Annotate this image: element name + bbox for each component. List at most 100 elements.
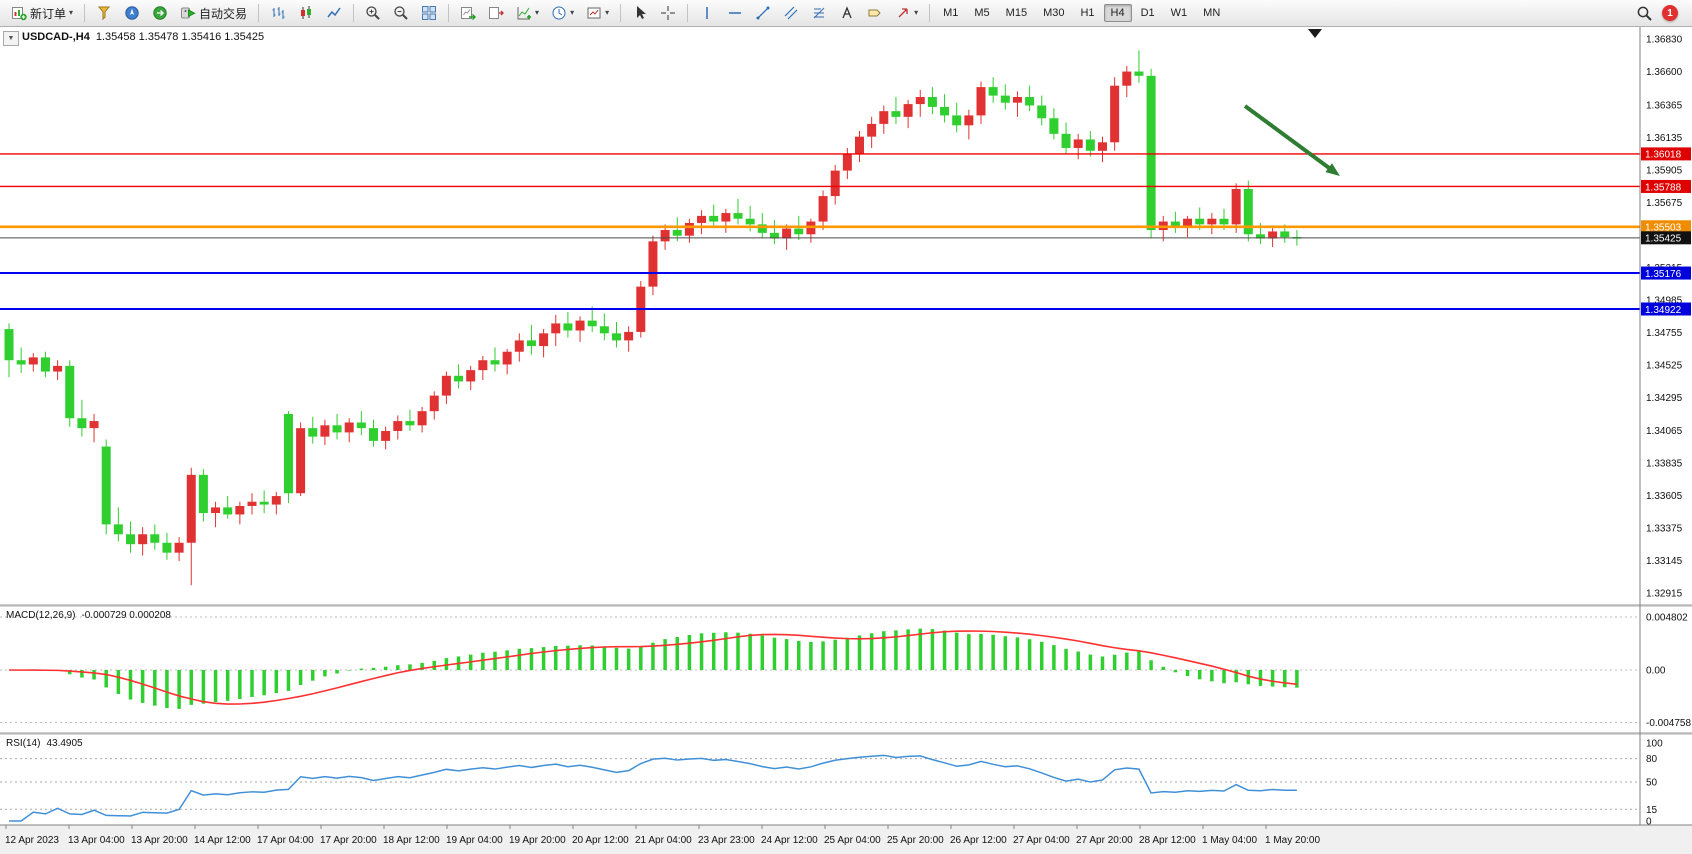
svg-text:1.33835: 1.33835 xyxy=(1646,458,1683,469)
indicators-button[interactable]: ▾ xyxy=(511,1,544,26)
panel-separator-rsi[interactable] xyxy=(0,733,1692,735)
svg-text:14 Apr 12:00: 14 Apr 12:00 xyxy=(194,835,251,846)
periods-button[interactable]: ▾ xyxy=(546,1,579,26)
svg-text:1.36600: 1.36600 xyxy=(1646,67,1683,78)
one-click-trading-toggle[interactable]: ▼ xyxy=(3,31,19,46)
arrows-button[interactable]: ▾ xyxy=(890,1,923,26)
svg-text:1.34525: 1.34525 xyxy=(1646,361,1683,372)
toolbar-separator xyxy=(84,4,86,22)
svg-text:15: 15 xyxy=(1646,805,1658,816)
svg-text:19 Apr 20:00: 19 Apr 20:00 xyxy=(509,835,566,846)
annotation-arrow[interactable] xyxy=(1243,104,1340,176)
chart-marker-triangle xyxy=(1308,29,1322,38)
svg-text:20 Apr 12:00: 20 Apr 12:00 xyxy=(572,835,629,846)
channel-button[interactable] xyxy=(778,1,804,26)
templates-button[interactable]: ▾ xyxy=(581,1,614,26)
channel-icon xyxy=(783,5,799,21)
rsi-grid: 100 80 50 150 xyxy=(0,739,1663,828)
panel-separator-macd[interactable] xyxy=(0,605,1692,607)
vertical-line-button[interactable] xyxy=(694,1,720,26)
svg-text:1.36135: 1.36135 xyxy=(1646,133,1683,144)
zoom-in-icon xyxy=(365,5,381,21)
chart-canvas[interactable]: 1.36830 1.36600 1.36365 1.36135 1.35905 1.356… xyxy=(0,27,1692,854)
search-icon[interactable] xyxy=(1636,5,1652,21)
candlestick-chart-button[interactable] xyxy=(293,1,319,26)
svg-text:18 Apr 12:00: 18 Apr 12:00 xyxy=(383,835,440,846)
svg-text:25 Apr 04:00: 25 Apr 04:00 xyxy=(824,835,881,846)
navigator-icon xyxy=(124,5,140,21)
macd-histogram xyxy=(19,628,1299,709)
toolbar-separator xyxy=(353,4,355,22)
timeframe-button-d1[interactable]: D1 xyxy=(1140,7,1155,19)
autotrade-label: 自动交易 xyxy=(199,6,248,21)
crosshair-button[interactable] xyxy=(655,1,681,26)
toolbar-separator xyxy=(929,4,931,22)
zoom-in-button[interactable] xyxy=(360,1,386,26)
svg-text:50: 50 xyxy=(1646,778,1658,789)
bar-chart-button[interactable] xyxy=(265,1,291,26)
svg-text:1.35503: 1.35503 xyxy=(1645,223,1682,234)
time-axis-labels: 12 Apr 2023 13 Apr 04:00 13 Apr 20:00 14 Ap… xyxy=(5,825,1320,846)
template-icon xyxy=(586,5,602,21)
svg-text:17 Apr 04:00: 17 Apr 04:00 xyxy=(257,835,314,846)
caret-down-icon: ▾ xyxy=(605,8,610,17)
line-chart-icon xyxy=(326,5,342,21)
svg-text:0: 0 xyxy=(1646,817,1652,828)
timeframe-button-h1[interactable]: H1 xyxy=(1080,7,1095,19)
svg-text:12 Apr 2023: 12 Apr 2023 xyxy=(5,835,59,846)
timeframe-button-m15[interactable]: M15 xyxy=(1005,7,1028,19)
caret-down-icon: ▾ xyxy=(69,8,74,17)
svg-text:1.35788: 1.35788 xyxy=(1645,182,1682,193)
svg-text:1.35905: 1.35905 xyxy=(1646,165,1683,176)
terminal-icon xyxy=(152,5,168,21)
zoom-out-button[interactable] xyxy=(388,1,414,26)
new-order-button[interactable]: 新订单 ▾ xyxy=(6,1,78,26)
terminal-button[interactable] xyxy=(147,1,173,26)
cursor-button[interactable] xyxy=(627,1,653,26)
text-icon xyxy=(839,5,855,21)
chart-plot-background[interactable] xyxy=(0,27,1692,854)
svg-text:100: 100 xyxy=(1646,739,1663,750)
label-button[interactable] xyxy=(862,1,888,26)
svg-text:1.34985: 1.34985 xyxy=(1646,296,1683,307)
horizontal-line-button[interactable] xyxy=(722,1,748,26)
bar-chart-icon xyxy=(270,5,286,21)
svg-text:1.34295: 1.34295 xyxy=(1646,393,1683,404)
chart-shift-button[interactable] xyxy=(483,1,509,26)
svg-text:1 May 04:00: 1 May 04:00 xyxy=(1202,835,1257,846)
caret-down-icon: ▾ xyxy=(570,8,575,17)
macd-grid: 0.004802 0.00 -0.004758 xyxy=(0,613,1691,729)
timeframe-button-h4[interactable]: H4 xyxy=(1103,4,1132,22)
autotrade-icon xyxy=(180,5,196,21)
svg-text:27 Apr 20:00: 27 Apr 20:00 xyxy=(1076,835,1133,846)
autotrade-button[interactable]: 自动交易 xyxy=(175,1,252,26)
timeframe-button-m5[interactable]: M5 xyxy=(974,7,990,19)
auto-scroll-icon xyxy=(460,5,477,21)
timeframe-button-m1[interactable]: M1 xyxy=(943,7,959,19)
auto-scroll-button[interactable] xyxy=(455,1,481,26)
line-chart-button[interactable] xyxy=(321,1,347,26)
cursor-icon xyxy=(632,5,648,21)
svg-text:1.35675: 1.35675 xyxy=(1646,198,1683,209)
market-watch-button[interactable] xyxy=(91,1,117,26)
fibonacci-button[interactable] xyxy=(806,1,832,26)
svg-text:1.33375: 1.33375 xyxy=(1646,523,1683,534)
trendline-button[interactable] xyxy=(750,1,776,26)
timeframe-button-w1[interactable]: W1 xyxy=(1170,7,1188,19)
time-axis-strip xyxy=(0,825,1692,854)
text-button[interactable] xyxy=(834,1,860,26)
navigator-button[interactable] xyxy=(119,1,145,26)
tile-windows-icon xyxy=(421,5,437,21)
caret-down-icon: ▾ xyxy=(914,8,919,17)
notification-badge[interactable]: 1 xyxy=(1662,5,1678,21)
svg-text:1.35176: 1.35176 xyxy=(1645,269,1682,280)
timeframe-button-m30[interactable]: M30 xyxy=(1043,7,1065,19)
svg-text:19 Apr 04:00: 19 Apr 04:00 xyxy=(446,835,503,846)
svg-text:24 Apr 12:00: 24 Apr 12:00 xyxy=(761,835,818,846)
horizontal-level-lines xyxy=(0,153,1640,310)
macd-signal-line xyxy=(8,630,1297,705)
tile-windows-button[interactable] xyxy=(416,1,442,26)
svg-text:1 May 20:00: 1 May 20:00 xyxy=(1265,835,1320,846)
timeframe-button-mn[interactable]: MN xyxy=(1203,7,1221,19)
svg-text:1.36018: 1.36018 xyxy=(1645,150,1682,161)
